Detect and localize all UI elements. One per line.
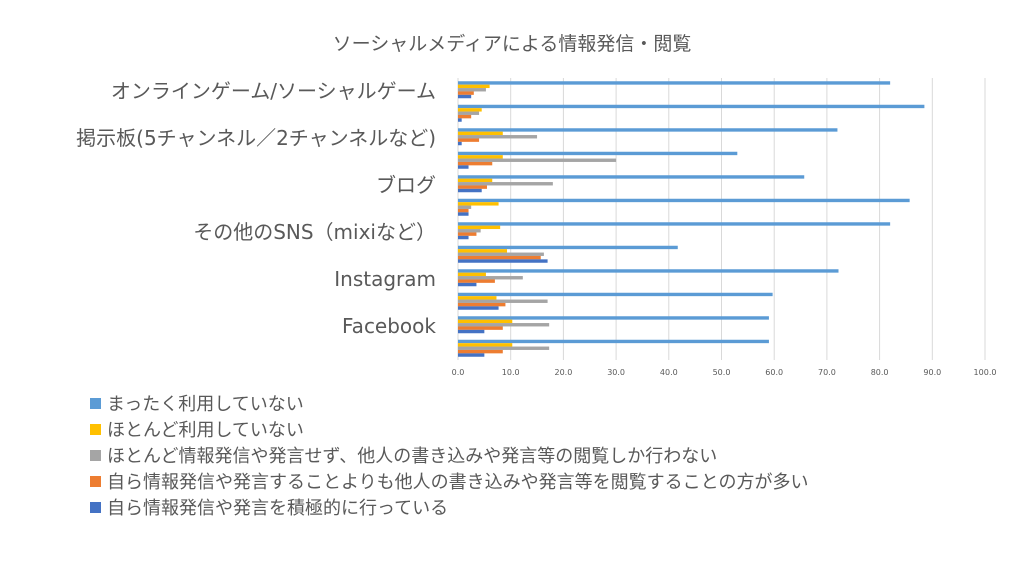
- legend: まったく利用していない ほとんど利用していないほとんど情報発信や発言せず、他人の書…: [90, 390, 808, 520]
- legend-label: まったく利用していない: [107, 394, 304, 415]
- bar: [458, 138, 480, 142]
- bar: [458, 131, 503, 136]
- bar: [458, 296, 497, 300]
- bar: [458, 165, 469, 169]
- bar: [458, 276, 523, 280]
- x-tick-label: 50.0: [713, 368, 731, 377]
- bar: [458, 114, 472, 119]
- x-tick-label: 20.0: [554, 368, 572, 377]
- legend-swatch: [90, 475, 101, 487]
- bar: [458, 208, 469, 213]
- bar: [458, 202, 499, 206]
- bar: [458, 135, 538, 139]
- bar: [458, 188, 482, 193]
- bar: [458, 155, 503, 159]
- bar: [458, 302, 506, 307]
- bar: [458, 316, 769, 320]
- legend-item: まったく利用していない: [90, 390, 808, 416]
- legend-label: ほとんど利用していない: [107, 420, 304, 441]
- grid-lines: [457, 78, 986, 360]
- bar: [458, 205, 472, 209]
- bar: [458, 343, 513, 347]
- legend-item: 自ら情報発信や発言を積極的に行っている: [90, 494, 808, 520]
- legend-item: 自ら情報発信や発言することよりも他人の書き込みや発言等を閲覧することの方が多い: [90, 468, 808, 494]
- bar: [458, 282, 477, 287]
- bar: [458, 346, 550, 350]
- category-label: Facebook: [342, 314, 436, 338]
- bar: [458, 222, 891, 226]
- bar: [458, 108, 482, 112]
- x-tick-label: 30.0: [607, 368, 625, 377]
- bar: [458, 81, 891, 85]
- bars: [458, 81, 925, 357]
- x-tick-label: 80.0: [871, 368, 889, 377]
- bar: [458, 255, 541, 260]
- bar: [458, 84, 490, 89]
- bar: [458, 245, 678, 250]
- category-label: ブログ: [376, 173, 436, 197]
- legend-swatch: [90, 397, 101, 409]
- bar: [458, 111, 480, 115]
- x-tick-label: 10.0: [502, 368, 520, 377]
- x-tick-label: 100.0: [974, 368, 997, 377]
- bar: [458, 182, 553, 186]
- legend-item: ほとんど利用していない: [90, 416, 808, 442]
- bar: [458, 292, 773, 297]
- x-tick-label: 70.0: [818, 368, 836, 377]
- category-label: Instagram: [334, 267, 436, 291]
- bar: [458, 323, 550, 327]
- bar: [458, 175, 805, 179]
- bar: [458, 212, 469, 216]
- bar: [458, 232, 477, 236]
- bar: [458, 229, 481, 233]
- bar: [458, 339, 769, 344]
- bar: [458, 279, 495, 283]
- bar: [458, 272, 486, 277]
- bar: [458, 94, 472, 99]
- bar: [458, 198, 910, 203]
- bar: [458, 329, 485, 334]
- bar: [458, 104, 925, 109]
- bar: [458, 306, 499, 310]
- legend-item: ほとんど情報発信や発言せず、他人の書き込みや発言等の閲覧しか行わない: [90, 442, 808, 468]
- bar: [458, 319, 513, 324]
- x-tick-label: 40.0: [660, 368, 678, 377]
- bar: [458, 178, 493, 183]
- bar: [458, 185, 487, 189]
- bar: [458, 235, 469, 240]
- legend-label: 自ら情報発信や発言することよりも他人の書き込みや発言等を閲覧することの方が多い: [107, 472, 809, 493]
- bar: [458, 161, 493, 166]
- category-label: 掲示板(5チャンネル／2チャンネルなど): [76, 126, 436, 150]
- bar: [458, 128, 838, 132]
- bar: [458, 349, 503, 354]
- bar: [458, 141, 462, 146]
- x-tick-label: 60.0: [765, 368, 783, 377]
- bar: [458, 88, 486, 92]
- chart-title: ソーシャルメディアによる情報発信・閲覧: [332, 33, 692, 55]
- category-label: その他のSNS（mixiなど）: [193, 220, 436, 244]
- bar: [458, 249, 508, 253]
- bar: [458, 252, 544, 256]
- bar: [458, 299, 548, 303]
- x-tick-label: 90.0: [923, 368, 941, 377]
- legend-swatch: [90, 501, 101, 513]
- bar: [458, 225, 501, 230]
- legend-label: 自ら情報発信や発言を積極的に行っている: [107, 498, 449, 519]
- bar: [458, 91, 474, 95]
- category-label: オンラインゲーム/ソーシャルゲーム: [111, 79, 436, 103]
- x-tick-label: 0.0: [452, 368, 465, 377]
- bar: [458, 259, 548, 263]
- bar: [458, 151, 738, 156]
- legend-label: ほとんど情報発信や発言せず、他人の書き込みや発言等の閲覧しか行わない: [107, 446, 718, 467]
- bar: [458, 158, 617, 162]
- bar: [458, 326, 503, 330]
- bar: [458, 118, 462, 122]
- legend-swatch: [90, 449, 101, 461]
- bar: [458, 353, 485, 357]
- bar: [458, 269, 839, 273]
- x-tick-labels: 0.0 10.0 20.0 30.0 40.0 50.0 60.0 70.0 80.0 90.0 1…: [452, 368, 997, 377]
- legend-swatch: [90, 423, 101, 435]
